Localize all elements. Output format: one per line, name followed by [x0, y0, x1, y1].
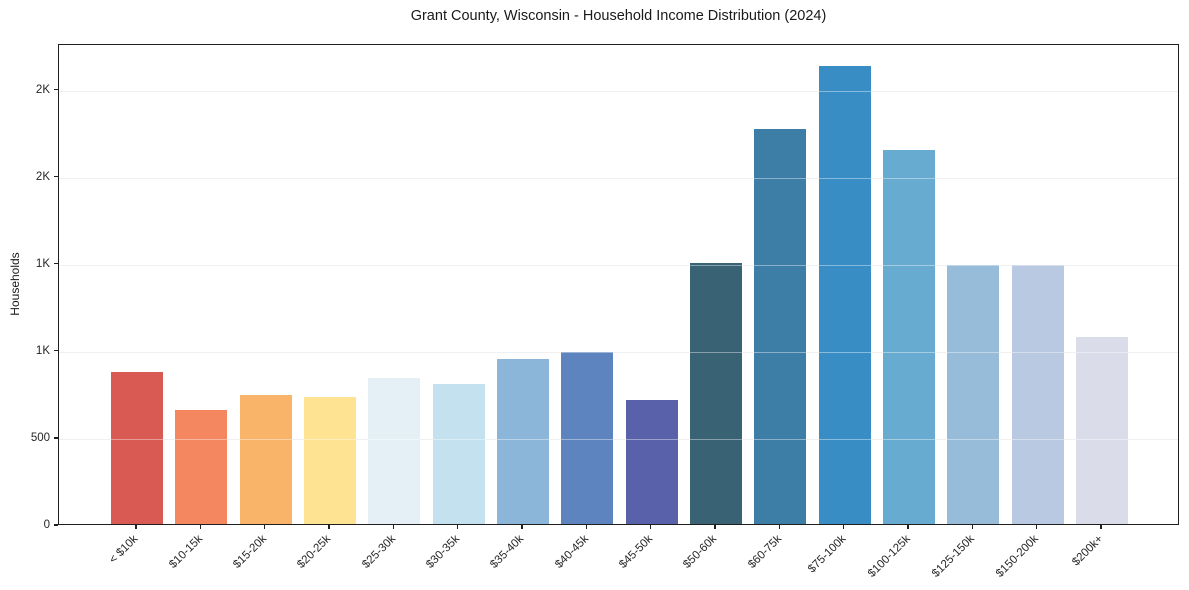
- gridline-overlay: [59, 438, 1178, 440]
- x-tick-mark: [842, 525, 845, 529]
- bar-$20-25k: [304, 396, 357, 524]
- x-tick-mark: [1100, 525, 1102, 529]
- y-tick-mark: [54, 437, 58, 439]
- y-tick-label: 1K: [35, 257, 50, 270]
- x-tick-mark: [392, 525, 394, 529]
- x-tick-mark: [714, 525, 716, 529]
- gridline-overlay: [59, 264, 1178, 266]
- x-tick-mark: [778, 525, 780, 529]
- y-tick-label: 2K: [35, 170, 50, 183]
- bar-$40-45k: [561, 351, 614, 524]
- gridline: [59, 351, 1178, 353]
- x-tick-mark: [328, 525, 330, 529]
- x-tick-label: $125-150k: [929, 533, 977, 580]
- y-tick-mark: [54, 176, 58, 178]
- y-tick-mark: [54, 350, 58, 352]
- x-tick-label: $50-60k: [681, 533, 720, 571]
- y-tick-mark: [54, 524, 58, 526]
- x-tick-label: $40-45k: [552, 533, 591, 571]
- bar-$35-40k: [497, 359, 549, 524]
- y-tick-label: 0: [43, 519, 50, 531]
- y-tick-label: 500: [30, 431, 50, 444]
- bar-$45-50k: [625, 400, 678, 524]
- bar-< $10k: [111, 371, 164, 524]
- x-tick-label: $30-35k: [424, 533, 463, 571]
- x-tick-label: $75-100k: [805, 533, 849, 576]
- x-tick-mark: [650, 525, 652, 529]
- x-tick-mark: [585, 525, 587, 529]
- x-tick-label: $35-40k: [488, 533, 527, 571]
- bar-$50-60k: [689, 262, 742, 524]
- bar-$100-125k: [882, 150, 935, 524]
- y-tick-label: 1K: [35, 344, 50, 357]
- gridline: [59, 177, 1178, 179]
- x-tick-mark: [1035, 525, 1038, 529]
- bar-$200k+: [1075, 336, 1128, 524]
- x-tick-mark: [135, 525, 137, 529]
- plot-area: [58, 44, 1179, 525]
- x-tick-label: < $10k: [107, 533, 141, 567]
- x-tick-mark: [971, 525, 973, 529]
- gridline: [59, 438, 1178, 440]
- gridline: [59, 264, 1178, 266]
- x-tick-label: $20-25k: [295, 533, 334, 571]
- x-tick-label: $200k+: [1070, 533, 1106, 569]
- bar-$60-75k: [754, 128, 807, 524]
- x-tick-label: $15-20k: [231, 533, 270, 571]
- x-tick-label: $25-30k: [359, 533, 398, 571]
- x-tick-mark: [457, 525, 459, 529]
- bar-$150-200k: [1011, 264, 1064, 524]
- x-tick-mark: [907, 525, 909, 529]
- chart-title: Grant County, Wisconsin - Household Inco…: [410, 8, 827, 24]
- bar-$125-150k: [947, 264, 1000, 524]
- x-tick-mark: [199, 525, 202, 529]
- x-tick-label: $10-15k: [167, 533, 205, 571]
- y-tick-mark: [54, 88, 58, 91]
- x-tick-mark: [521, 525, 523, 529]
- bar-$30-35k: [432, 383, 485, 524]
- x-tick-label: $100-125k: [865, 533, 913, 580]
- y-tick-mark: [54, 263, 58, 265]
- x-tick-label: $150-200k: [994, 533, 1042, 580]
- x-tick-mark: [264, 525, 266, 529]
- gridline: [59, 90, 1178, 92]
- x-tick-label: $45-50k: [617, 533, 656, 571]
- gridline-overlay: [59, 177, 1178, 179]
- bar-$25-30k: [368, 377, 421, 524]
- bar-$10-15k: [175, 409, 228, 524]
- x-tick-label: $60-75k: [745, 533, 784, 571]
- gridline-overlay: [59, 90, 1178, 92]
- bar-$75-100k: [818, 66, 871, 524]
- y-tick-label: 2K: [35, 83, 50, 96]
- gridline-overlay: [59, 351, 1178, 353]
- bar-$15-20k: [239, 395, 292, 524]
